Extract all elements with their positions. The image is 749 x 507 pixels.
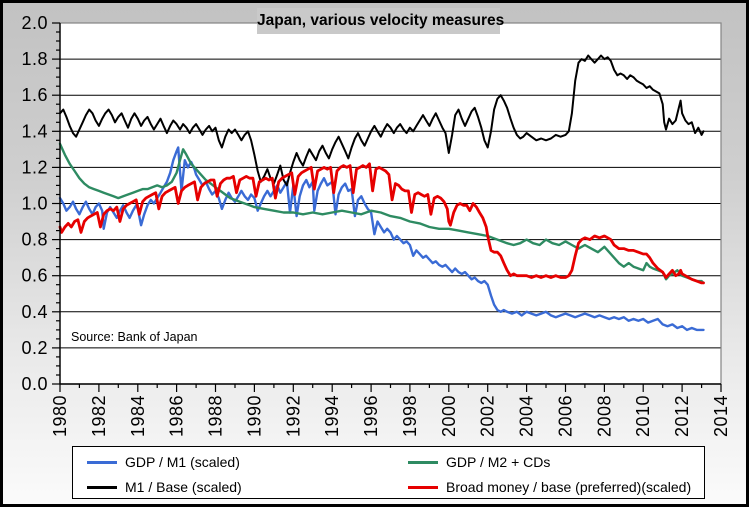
legend-line-swatch-blue: [87, 460, 117, 464]
legend-label-broad-money-base: Broad money / base (preferred)(scaled): [446, 479, 692, 495]
x-tick-label: 1984: [128, 395, 148, 437]
x-tick-label: 1986: [167, 395, 187, 437]
y-tick-label: 1.4: [21, 121, 48, 141]
x-tick-label: 2014: [711, 395, 731, 437]
legend-item-gdp-m2-cds: GDP / M2 + CDs: [408, 453, 550, 471]
x-tick-label: 1998: [400, 395, 420, 437]
x-tick-label: 1982: [89, 395, 109, 437]
x-tick-label: 2010: [633, 395, 653, 437]
y-tick-label: 1.2: [21, 157, 48, 177]
y-tick-label: 0.4: [21, 302, 48, 322]
legend-label-gdp-m2-cds: GDP / M2 + CDs: [446, 454, 551, 470]
y-tick-label: 1.6: [21, 85, 48, 105]
x-tick-label: 1994: [322, 395, 342, 437]
legend-line-swatch-black: [87, 485, 117, 489]
legend-line-swatch-red: [408, 485, 438, 489]
velocity-chart-plot: 0.0 0.2 0.4 0.6 0.8 1.0 1.2 1.4 1.6 1.8 2.0 1980 198…: [21, 13, 731, 437]
x-tick-label: 2002: [478, 395, 498, 437]
y-tick-label: 1.8: [21, 49, 48, 69]
legend-item-m1-base: M1 / Base (scaled): [87, 478, 242, 496]
source-note: Source: Bank of Japan: [71, 330, 198, 344]
legend-label-m1-base: M1 / Base (scaled): [125, 479, 242, 495]
x-tick-label: 1990: [244, 395, 264, 437]
series-line-1: [58, 142, 705, 285]
y-tick-label: 0.2: [21, 338, 48, 358]
y-tick-label: 0.8: [21, 230, 48, 250]
y-tick-label: 0.6: [21, 266, 48, 286]
x-tick-label: 2008: [594, 395, 614, 437]
x-tick-label: 2012: [672, 395, 692, 437]
x-tick-label: 1992: [283, 395, 303, 437]
series-line-2: [59, 54, 705, 187]
chart-title: Japan, various velocity measures: [257, 8, 504, 34]
y-tick-label: 1.0: [21, 194, 48, 214]
x-tick-label: 2000: [439, 395, 459, 437]
y-tick-label: 0.0: [21, 374, 48, 394]
series-line-0: [58, 146, 705, 332]
x-tick-label: 1988: [206, 395, 226, 437]
series-line-3: [58, 162, 705, 285]
legend-item-gdp-m1: GDP / M1 (scaled): [87, 453, 240, 471]
x-tick-label: 1996: [361, 395, 381, 437]
legend-line-swatch-green: [408, 460, 438, 464]
legend-item-broad-money-base: Broad money / base (preferred)(scaled): [408, 478, 691, 496]
legend: GDP / M1 (scaled) GDP / M2 + CDs M1 / Ba…: [72, 446, 705, 499]
x-tick-label: 1980: [50, 395, 70, 437]
x-tick-label: 2006: [556, 395, 576, 437]
y-tick-label: 2.0: [21, 13, 48, 33]
x-tick-label: 2004: [517, 395, 537, 437]
legend-label-gdp-m1: GDP / M1 (scaled): [125, 454, 240, 470]
